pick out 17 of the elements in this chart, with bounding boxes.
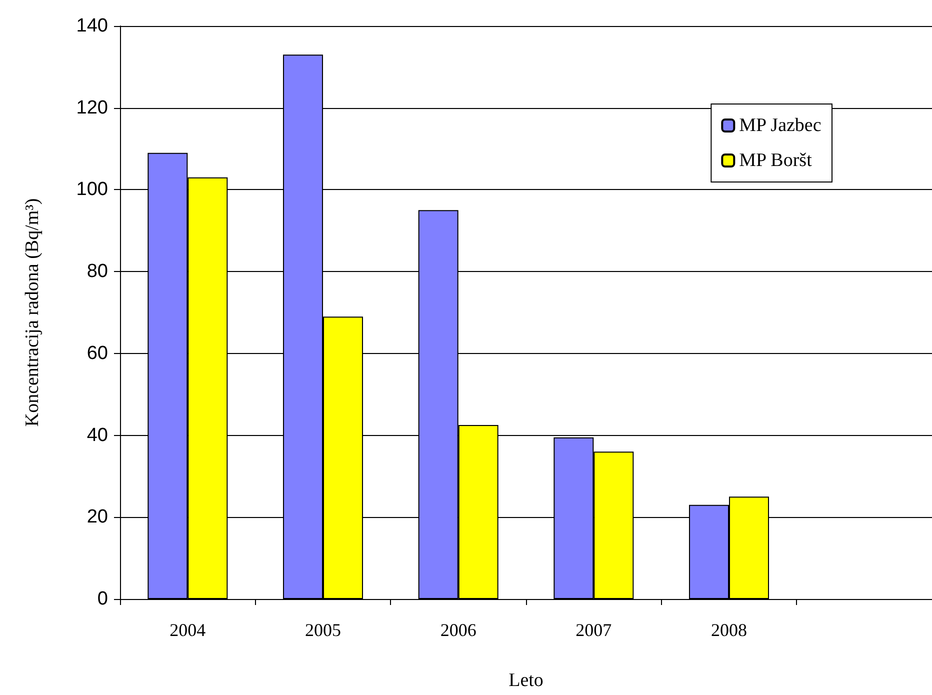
y-tick-label: 60 — [86, 342, 108, 364]
y-tick-label: 100 — [76, 179, 108, 200]
y-tick-label: 20 — [86, 506, 108, 528]
legend-label: MP Jazbec — [739, 115, 822, 136]
y-tick-label: 140 — [76, 16, 108, 36]
y-axis-title: Koncentracija radona (Bq/m³) — [22, 198, 43, 427]
y-tick-label: 80 — [86, 261, 108, 282]
x-tick-label: 2004 — [170, 620, 206, 640]
legend-label: MP Boršt — [739, 150, 813, 171]
y-tick-label: 0 — [97, 588, 108, 610]
x-tick-label: 2008 — [711, 620, 747, 640]
x-tick-label: 2005 — [305, 620, 341, 640]
y-tick-label: 40 — [86, 424, 108, 446]
x-axis-title: Leto — [508, 670, 544, 691]
y-tick-label: 120 — [76, 97, 108, 118]
x-tick-label: 2006 — [440, 620, 476, 640]
x-tick-label: 2007 — [576, 620, 612, 640]
